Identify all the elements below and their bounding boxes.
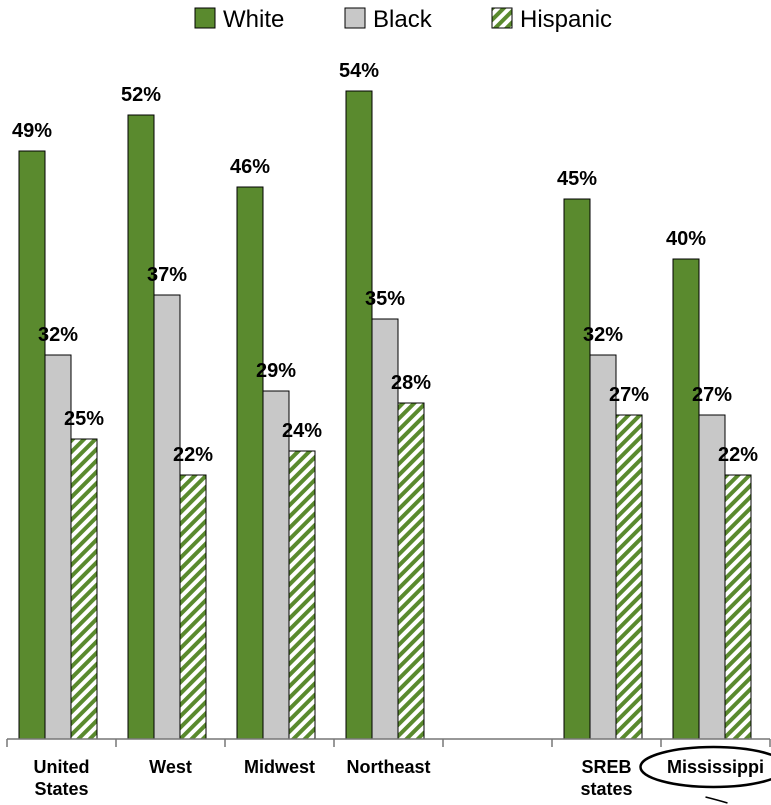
bar-hispanic: [615, 414, 643, 740]
legend-label-hispanic: Hispanic: [520, 6, 612, 33]
legend-swatch-white: [194, 7, 216, 29]
value-label-black: 35%: [365, 288, 405, 310]
value-label-hispanic: 28%: [391, 372, 431, 394]
value-label-hispanic: 27%: [609, 384, 649, 406]
bar-black: [153, 294, 181, 740]
highlight-pointer: [705, 796, 728, 804]
bar-white: [127, 114, 155, 740]
value-label-white: 54%: [339, 60, 379, 82]
legend-swatch-black: [344, 7, 366, 29]
bar-hispanic: [288, 450, 316, 740]
bar-black: [371, 318, 399, 740]
bar-hispanic: [724, 474, 752, 740]
value-label-black: 37%: [147, 264, 187, 286]
bar-white: [18, 150, 46, 740]
value-label-black: 32%: [38, 324, 78, 346]
value-label-white: 52%: [121, 84, 161, 106]
category-label-northeast: Northeast: [346, 757, 430, 777]
value-label-hispanic: 24%: [282, 420, 322, 442]
value-label-hispanic: 25%: [64, 408, 104, 430]
value-label-black: 32%: [583, 324, 623, 346]
value-label-black: 27%: [692, 384, 732, 406]
value-label-white: 40%: [666, 228, 706, 250]
value-label-hispanic: 22%: [173, 444, 213, 466]
bar-black: [262, 390, 290, 740]
category-label-sreb-states: SREB states: [580, 757, 632, 799]
category-label-mississippi: Mississippi: [667, 757, 764, 777]
legend-swatch-hispanic: [491, 7, 513, 29]
value-label-white: 46%: [230, 156, 270, 178]
bar-white: [345, 90, 373, 740]
highlight-circle: [639, 745, 771, 789]
x-axis: United States West Midwest Northeast SREB stat…: [6, 738, 771, 804]
category-label-midwest: Midwest: [244, 757, 315, 777]
bar-white: [236, 186, 264, 740]
bar-black: [698, 414, 726, 740]
value-labels-group: 49% 32% 25% 52% 37% 22% 46% 29% 24% 54% 35% 28% 45% 3…: [12, 60, 758, 466]
value-label-black: 29%: [256, 360, 296, 382]
value-label-hispanic: 22%: [718, 444, 758, 466]
bar-hispanic: [179, 474, 207, 740]
value-label-white: 49%: [12, 120, 52, 142]
category-label-united-states: United States: [34, 757, 90, 799]
legend: White Black Hispanic: [194, 6, 612, 33]
legend-label-white: White: [223, 6, 284, 33]
bar-hispanic: [70, 438, 98, 740]
bar-white: [563, 198, 591, 740]
bar-white: [672, 258, 700, 740]
bars-group: [18, 90, 752, 740]
value-label-white: 45%: [557, 168, 597, 190]
bar-black: [44, 354, 72, 740]
legend-label-black: Black: [373, 6, 433, 33]
bar-black: [589, 354, 617, 740]
category-label-west: West: [149, 757, 192, 777]
bar-hispanic: [397, 402, 425, 740]
